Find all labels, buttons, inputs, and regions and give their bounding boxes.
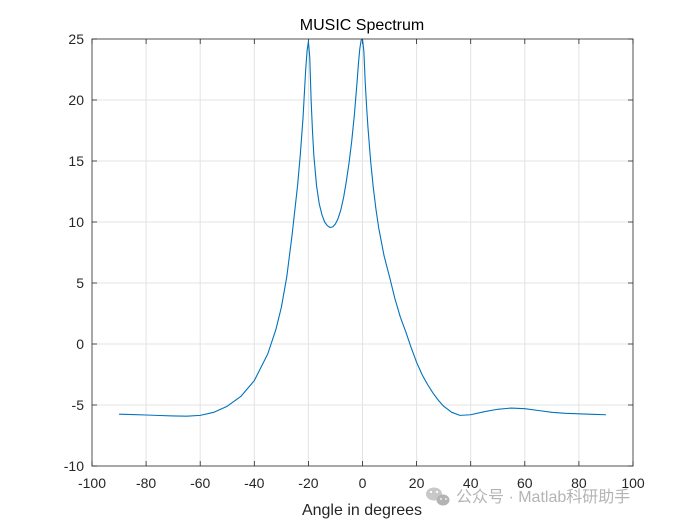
- grid-lines: [92, 39, 633, 466]
- y-tick-label: -10: [64, 458, 84, 474]
- x-tick-label: 40: [463, 475, 479, 491]
- y-tick-label: 20: [68, 92, 84, 108]
- y-tick-labels: -10 -5 0 5 10 15 20 25: [64, 31, 84, 474]
- x-tick-label: -20: [298, 475, 318, 491]
- y-tick-label: 10: [68, 214, 84, 230]
- x-tick-label: 100: [621, 475, 645, 491]
- x-tick-label: 80: [571, 475, 587, 491]
- x-tick-label: -40: [244, 475, 264, 491]
- y-tick-label: 5: [76, 275, 84, 291]
- x-tick-label: 60: [517, 475, 533, 491]
- x-tick-labels: -100 -80 -60 -40 -20 0 20 40 60 80 100: [78, 475, 645, 491]
- series-layer: [119, 38, 606, 417]
- x-tick-label: -100: [78, 475, 106, 491]
- wechat-icon: [426, 487, 450, 506]
- y-tick-label: 15: [68, 153, 84, 169]
- x-tick-label: -60: [190, 475, 210, 491]
- y-tick-label: -5: [72, 397, 85, 413]
- x-tick-label: 20: [409, 475, 425, 491]
- watermark: 公众号 · Matlab科研助手: [426, 487, 630, 506]
- spectrum-series-line: [119, 38, 606, 417]
- x-tick-label: -80: [136, 475, 156, 491]
- y-tick-label: 25: [68, 31, 84, 47]
- x-tick-label: 0: [359, 475, 367, 491]
- plot-frame: [91, 38, 634, 467]
- chart-title: MUSIC Spectrum: [300, 17, 424, 34]
- x-axis-label: Angle in degrees: [302, 502, 422, 519]
- plot-area: [91, 38, 634, 467]
- watermark-text: 公众号 · Matlab科研助手: [456, 488, 630, 506]
- y-tick-label: 0: [76, 336, 84, 352]
